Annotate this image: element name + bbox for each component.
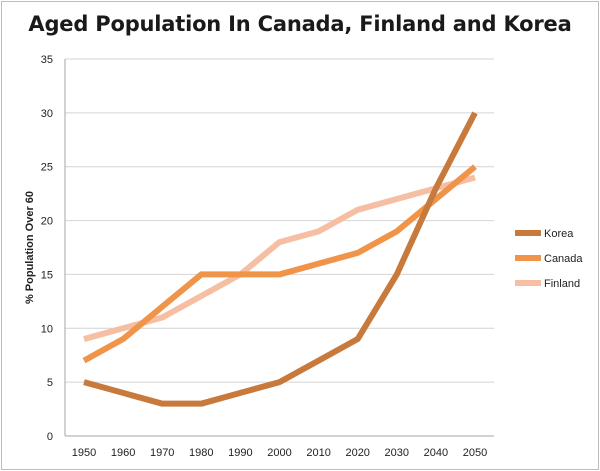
y-tick-label: 35 [41,54,53,66]
y-tick-label: 30 [41,108,53,120]
x-tick-label: 1980 [189,447,213,459]
y-tick-label: 20 [41,216,53,228]
y-tick-label: 10 [41,323,53,335]
x-tick-label: 1990 [228,447,252,459]
x-tick-label: 2050 [463,447,487,459]
y-tick-label: 15 [41,269,53,281]
legend: Korea Canada Finland [515,228,583,290]
x-tick-label: 2030 [385,447,409,459]
legend-label-canada: Canada [544,253,583,265]
x-tick-label: 1950 [72,447,96,459]
series-line-canada [82,164,477,364]
y-tick-label: 25 [41,162,53,174]
x-tick-label: 2010 [306,447,330,459]
chart-title: Aged Population In Canada, Finland and K… [28,12,572,36]
series-lines [82,111,478,407]
axes [64,59,494,437]
legend-label-korea: Korea [544,228,574,240]
legend-label-finland: Finland [544,278,580,290]
series-line-finland [83,174,476,342]
y-tick-labels: 0 5 10 15 20 25 30 35 [41,54,53,443]
series-line-korea [83,111,478,407]
x-tick-label: 2020 [345,447,369,459]
x-tick-label: 2040 [424,447,448,459]
y-axis-title: % Population Over 60 [24,191,36,304]
y-tick-label: 5 [47,377,53,389]
x-tick-label: 2000 [267,447,291,459]
x-tick-label: 1970 [150,447,174,459]
x-tick-labels: 1950 1960 1970 1980 1990 2000 2010 2020 2030 2040… [72,447,487,459]
x-tick-label: 1960 [111,447,135,459]
y-tick-label: 0 [47,431,53,443]
